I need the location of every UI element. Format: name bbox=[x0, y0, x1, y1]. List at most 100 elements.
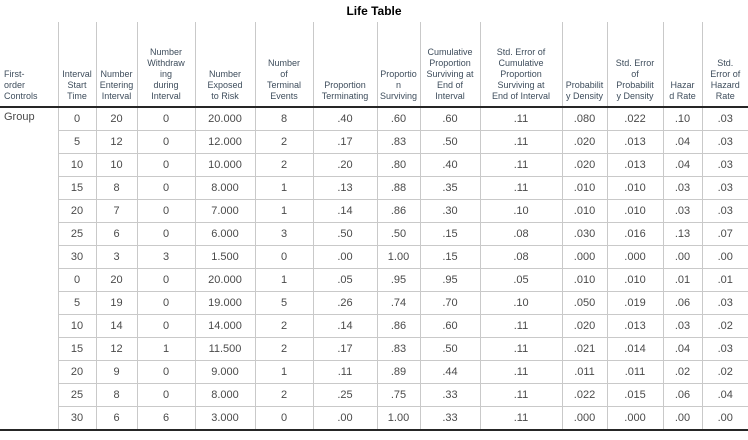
table-cell: 1 bbox=[255, 268, 314, 292]
table-cell: 0 bbox=[137, 360, 196, 384]
table-cell: .11 bbox=[480, 360, 563, 384]
table-cell: .60 bbox=[420, 107, 481, 131]
table-cell: .00 bbox=[702, 245, 748, 269]
table-cell: 8 bbox=[255, 107, 314, 131]
table-row: 15 8 0 8.000 1.13.88.35.11.010.010.03.03 bbox=[0, 176, 748, 200]
table-cell: .95 bbox=[420, 268, 481, 292]
header-row: First- order Controls Interval Start Time… bbox=[0, 22, 748, 108]
table-cell: 1.00 bbox=[377, 406, 421, 430]
table-cell: 0 bbox=[255, 245, 314, 269]
table-cell: .00 bbox=[663, 245, 703, 269]
table-cell: 1.00 bbox=[377, 245, 421, 269]
table-cell: 12 bbox=[96, 337, 138, 361]
table-cell: .03 bbox=[702, 291, 748, 315]
table-cell: .50 bbox=[377, 222, 421, 246]
table-cell: .020 bbox=[562, 314, 608, 338]
column-header: Proportion Terminating bbox=[313, 22, 378, 108]
table-cell: 10.000 bbox=[195, 153, 256, 177]
table-cell: .021 bbox=[562, 337, 608, 361]
table-cell: .010 bbox=[562, 176, 608, 200]
table-cell: .011 bbox=[607, 360, 664, 384]
table-cell: 0 bbox=[137, 383, 196, 407]
table-cell: 3 bbox=[255, 222, 314, 246]
table-cell: .022 bbox=[607, 107, 664, 131]
table-cell: 10 bbox=[58, 153, 97, 177]
table-cell: .11 bbox=[480, 130, 563, 154]
table-cell: .05 bbox=[313, 268, 378, 292]
table-cell: .10 bbox=[663, 107, 703, 131]
table-cell: 1 bbox=[137, 337, 196, 361]
table-cell: .03 bbox=[663, 314, 703, 338]
table-cell: .50 bbox=[313, 222, 378, 246]
table-cell: .86 bbox=[377, 314, 421, 338]
table-cell: .03 bbox=[663, 176, 703, 200]
table-cell: 20 bbox=[96, 107, 138, 131]
table-cell: .33 bbox=[420, 383, 481, 407]
table-cell: 0 bbox=[58, 107, 97, 131]
table-cell: .016 bbox=[607, 222, 664, 246]
table-body: Group 0 20 0 20.000 8.40.60.60.11.080.022.10.… bbox=[0, 107, 748, 430]
table-cell: 0 bbox=[137, 291, 196, 315]
table-cell: .06 bbox=[663, 383, 703, 407]
table-cell: 1 bbox=[255, 360, 314, 384]
table-cell: .95 bbox=[377, 268, 421, 292]
table-cell: .83 bbox=[377, 337, 421, 361]
table-cell: 25 bbox=[58, 222, 97, 246]
table-cell: 2 bbox=[255, 314, 314, 338]
table-cell: 3.000 bbox=[195, 406, 256, 430]
table-cell: .03 bbox=[702, 107, 748, 131]
table-cell: 6 bbox=[96, 222, 138, 246]
column-header: Std. Error of Probabilit y Density bbox=[607, 22, 664, 108]
table-cell: .07 bbox=[702, 222, 748, 246]
table-cell: 8.000 bbox=[195, 176, 256, 200]
table-cell: .04 bbox=[663, 153, 703, 177]
table-cell: .01 bbox=[663, 268, 703, 292]
column-header: Number Withdraw ing during Interval bbox=[137, 22, 196, 108]
table-cell: 20 bbox=[58, 360, 97, 384]
table-cell: 20.000 bbox=[195, 107, 256, 131]
table-cell: .11 bbox=[480, 153, 563, 177]
table-cell: .013 bbox=[607, 153, 664, 177]
table-cell: .010 bbox=[607, 176, 664, 200]
table-cell: 0 bbox=[137, 176, 196, 200]
table-cell: .10 bbox=[480, 199, 563, 223]
column-header: First- order Controls bbox=[0, 22, 59, 108]
table-cell: .050 bbox=[562, 291, 608, 315]
table-row: 20 7 0 7.000 1.14.86.30.10.010.010.03.03 bbox=[0, 199, 748, 223]
table-cell: .60 bbox=[420, 314, 481, 338]
table-cell: .000 bbox=[562, 245, 608, 269]
table-cell: .06 bbox=[663, 291, 703, 315]
table-cell: .26 bbox=[313, 291, 378, 315]
table-cell: 0 bbox=[137, 222, 196, 246]
table-cell: .80 bbox=[377, 153, 421, 177]
table-cell: .03 bbox=[702, 153, 748, 177]
table-cell: .03 bbox=[702, 337, 748, 361]
column-header: Std. Error of Cumulative Proportion Surv… bbox=[480, 22, 563, 108]
table-cell: .44 bbox=[420, 360, 481, 384]
table-cell: .080 bbox=[562, 107, 608, 131]
table-cell: .04 bbox=[702, 383, 748, 407]
table-cell: .04 bbox=[663, 337, 703, 361]
table-cell: .50 bbox=[420, 337, 481, 361]
table-cell: 2 bbox=[255, 337, 314, 361]
table-cell: 3 bbox=[96, 245, 138, 269]
table-cell: .30 bbox=[420, 199, 481, 223]
table-cell: .013 bbox=[607, 130, 664, 154]
table-cell: 20 bbox=[58, 199, 97, 223]
table-cell: .70 bbox=[420, 291, 481, 315]
table-cell: .08 bbox=[480, 245, 563, 269]
table-cell: .15 bbox=[420, 245, 481, 269]
column-header: Hazar d Rate bbox=[663, 22, 703, 108]
table-cell: .02 bbox=[702, 360, 748, 384]
table-cell: .11 bbox=[480, 176, 563, 200]
table-cell: .89 bbox=[377, 360, 421, 384]
table-cell: 11.500 bbox=[195, 337, 256, 361]
table-cell: 0 bbox=[137, 199, 196, 223]
table-cell: 9 bbox=[96, 360, 138, 384]
table-cell: .000 bbox=[607, 245, 664, 269]
table-cell: 10 bbox=[58, 314, 97, 338]
table-cell: 20.000 bbox=[195, 268, 256, 292]
table-row: 10 14 0 14.000 2.14.86.60.11.020.013.03.02 bbox=[0, 314, 748, 338]
table-cell: .20 bbox=[313, 153, 378, 177]
